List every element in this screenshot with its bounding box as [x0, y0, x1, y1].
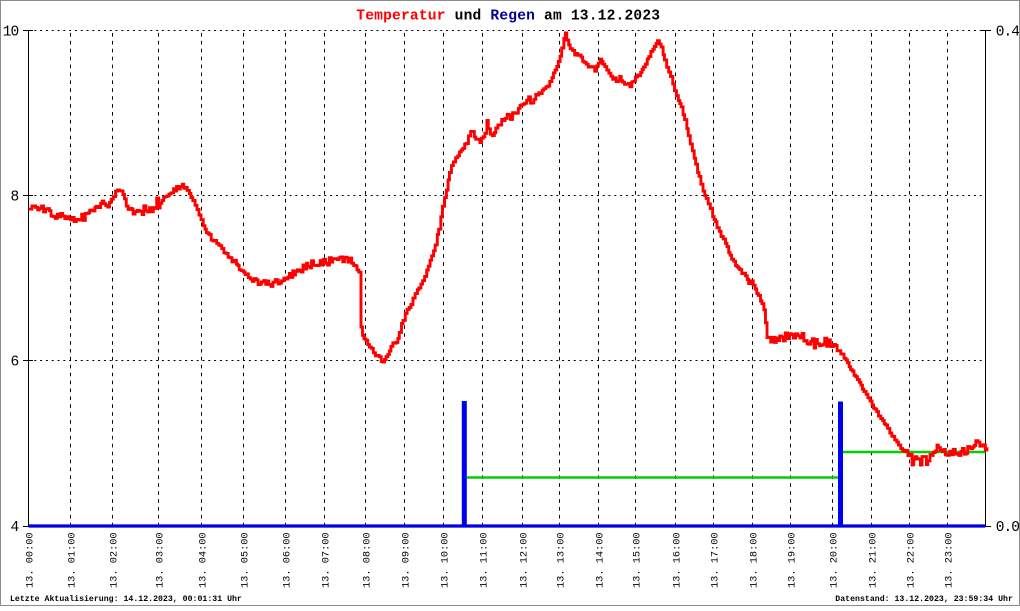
svg-text:0.4: 0.4 — [996, 25, 1019, 41]
svg-text:am 13.12.2023: am 13.12.2023 — [544, 9, 660, 25]
svg-text:13. 04:00: 13. 04:00 — [197, 532, 209, 588]
svg-text:Letzte Aktualisierung: 14.12.2: Letzte Aktualisierung: 14.12.2023, 00:01… — [10, 594, 242, 604]
svg-text:13. 14:00: 13. 14:00 — [594, 532, 606, 588]
svg-text:und: und — [455, 9, 482, 25]
svg-text:13. 13:00: 13. 13:00 — [555, 532, 567, 588]
svg-text:13. 07:00: 13. 07:00 — [320, 532, 332, 588]
svg-text:13. 23:00: 13. 23:00 — [943, 532, 955, 588]
svg-text:8: 8 — [10, 190, 18, 206]
svg-text:13. 10:00: 13. 10:00 — [439, 532, 451, 588]
svg-text:13. 12:00: 13. 12:00 — [518, 532, 530, 588]
svg-text:13. 00:00: 13. 00:00 — [24, 532, 36, 588]
svg-text:13. 09:00: 13. 09:00 — [400, 532, 412, 588]
svg-text:0.0: 0.0 — [996, 520, 1019, 536]
svg-text:Regen: Regen — [490, 9, 535, 25]
svg-text:13. 02:00: 13. 02:00 — [108, 532, 120, 588]
svg-text:13. 03:00: 13. 03:00 — [154, 532, 166, 588]
svg-text:13. 20:00: 13. 20:00 — [828, 532, 840, 588]
svg-text:13. 17:00: 13. 17:00 — [709, 532, 721, 588]
svg-text:13. 11:00: 13. 11:00 — [478, 532, 490, 588]
svg-text:13. 01:00: 13. 01:00 — [66, 532, 78, 588]
svg-text:Datenstand: 13.12.2023, 23:59:: Datenstand: 13.12.2023, 23:59:34 Uhr — [835, 594, 1013, 604]
svg-text:13. 08:00: 13. 08:00 — [361, 532, 373, 588]
svg-text:13. 16:00: 13. 16:00 — [671, 532, 683, 588]
svg-text:4: 4 — [10, 520, 18, 536]
svg-text:Temperatur: Temperatur — [356, 9, 445, 25]
svg-text:13. 21:00: 13. 21:00 — [867, 532, 879, 588]
svg-text:13. 19:00: 13. 19:00 — [786, 532, 798, 588]
svg-text:13. 05:00: 13. 05:00 — [239, 532, 251, 588]
svg-text:13. 15:00: 13. 15:00 — [631, 532, 643, 588]
svg-text:6: 6 — [10, 355, 18, 371]
svg-text:13. 06:00: 13. 06:00 — [281, 532, 293, 588]
svg-text:10: 10 — [3, 25, 19, 41]
svg-text:13. 18:00: 13. 18:00 — [748, 532, 760, 588]
svg-text:13. 22:00: 13. 22:00 — [905, 532, 917, 588]
